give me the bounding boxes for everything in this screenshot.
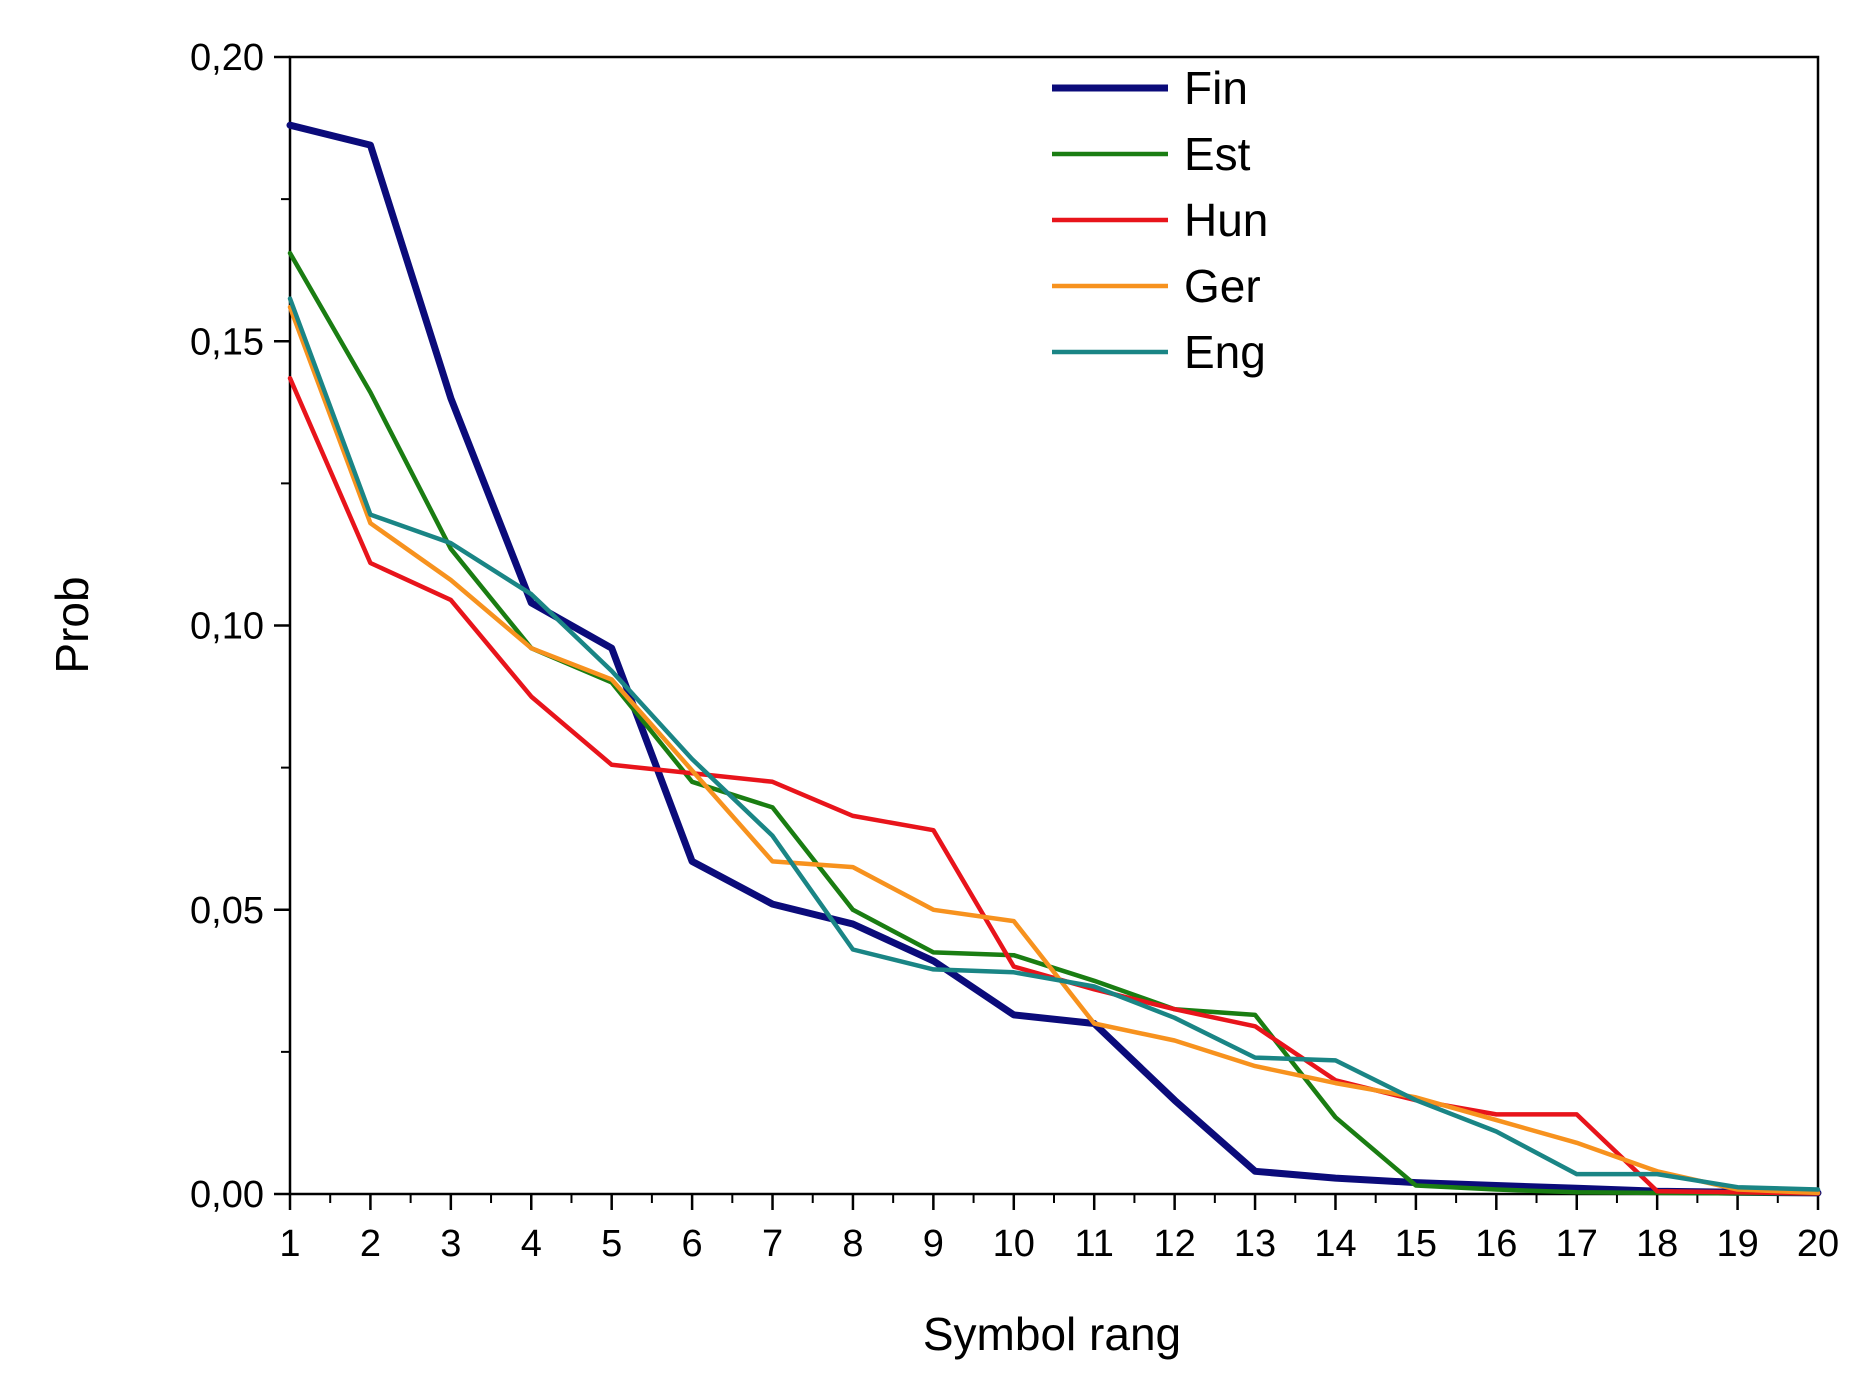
- x-axis-ticks: 1 2 3 4 5 6 7 8 9 10 11 12 13 14 15 16 17 18 19 20: [279, 1194, 1839, 1265]
- y-axis-label: Prob: [46, 576, 98, 673]
- x-tick-label: 19: [1716, 1223, 1758, 1265]
- y-tick-label: 0,15: [190, 321, 264, 363]
- x-tick-label: 3: [440, 1223, 461, 1265]
- y-tick-label: 0,10: [190, 606, 264, 648]
- x-axis-label: Symbol rang: [923, 1308, 1181, 1360]
- legend-label-est: Est: [1184, 128, 1251, 180]
- legend-label-eng: Eng: [1184, 326, 1266, 378]
- x-tick-label: 2: [360, 1223, 381, 1265]
- x-tick-label: 12: [1153, 1223, 1195, 1265]
- x-tick-label: 18: [1636, 1223, 1678, 1265]
- y-axis-ticks: 0,00 0,05 0,10 0,15 0,20: [190, 37, 290, 1216]
- y-tick-label: 0,00: [190, 1174, 264, 1216]
- plot-area: [288, 55, 1820, 1196]
- legend-label-ger: Ger: [1184, 260, 1261, 312]
- x-tick-label: 5: [601, 1223, 622, 1265]
- x-tick-label: 20: [1797, 1223, 1839, 1265]
- legend: Fin Est Hun Ger Eng: [1052, 62, 1268, 378]
- x-tick-label: 16: [1475, 1223, 1517, 1265]
- legend-label-hun: Hun: [1184, 194, 1268, 246]
- x-tick-label: 17: [1556, 1223, 1598, 1265]
- series-line-eng: [287, 296, 1821, 1192]
- legend-label-fin: Fin: [1184, 62, 1248, 114]
- x-tick-label: 8: [842, 1223, 863, 1265]
- y-tick-label: 0,20: [190, 37, 264, 79]
- x-tick-label: 6: [682, 1223, 703, 1265]
- x-tick-label: 15: [1395, 1223, 1437, 1265]
- x-tick-label: 7: [762, 1223, 783, 1265]
- x-tick-label: 1: [279, 1223, 300, 1265]
- x-tick-label: 4: [521, 1223, 542, 1265]
- series-line-fin: [286, 121, 1822, 1197]
- x-tick-label: 9: [923, 1223, 944, 1265]
- series-line-ger: [287, 304, 1821, 1196]
- y-tick-label: 0,05: [190, 890, 264, 932]
- x-tick-label: 14: [1314, 1223, 1356, 1265]
- series-lines: [286, 121, 1822, 1197]
- x-tick-label: 13: [1234, 1223, 1276, 1265]
- x-tick-label: 10: [993, 1223, 1035, 1265]
- x-tick-label: 11: [1074, 1223, 1113, 1265]
